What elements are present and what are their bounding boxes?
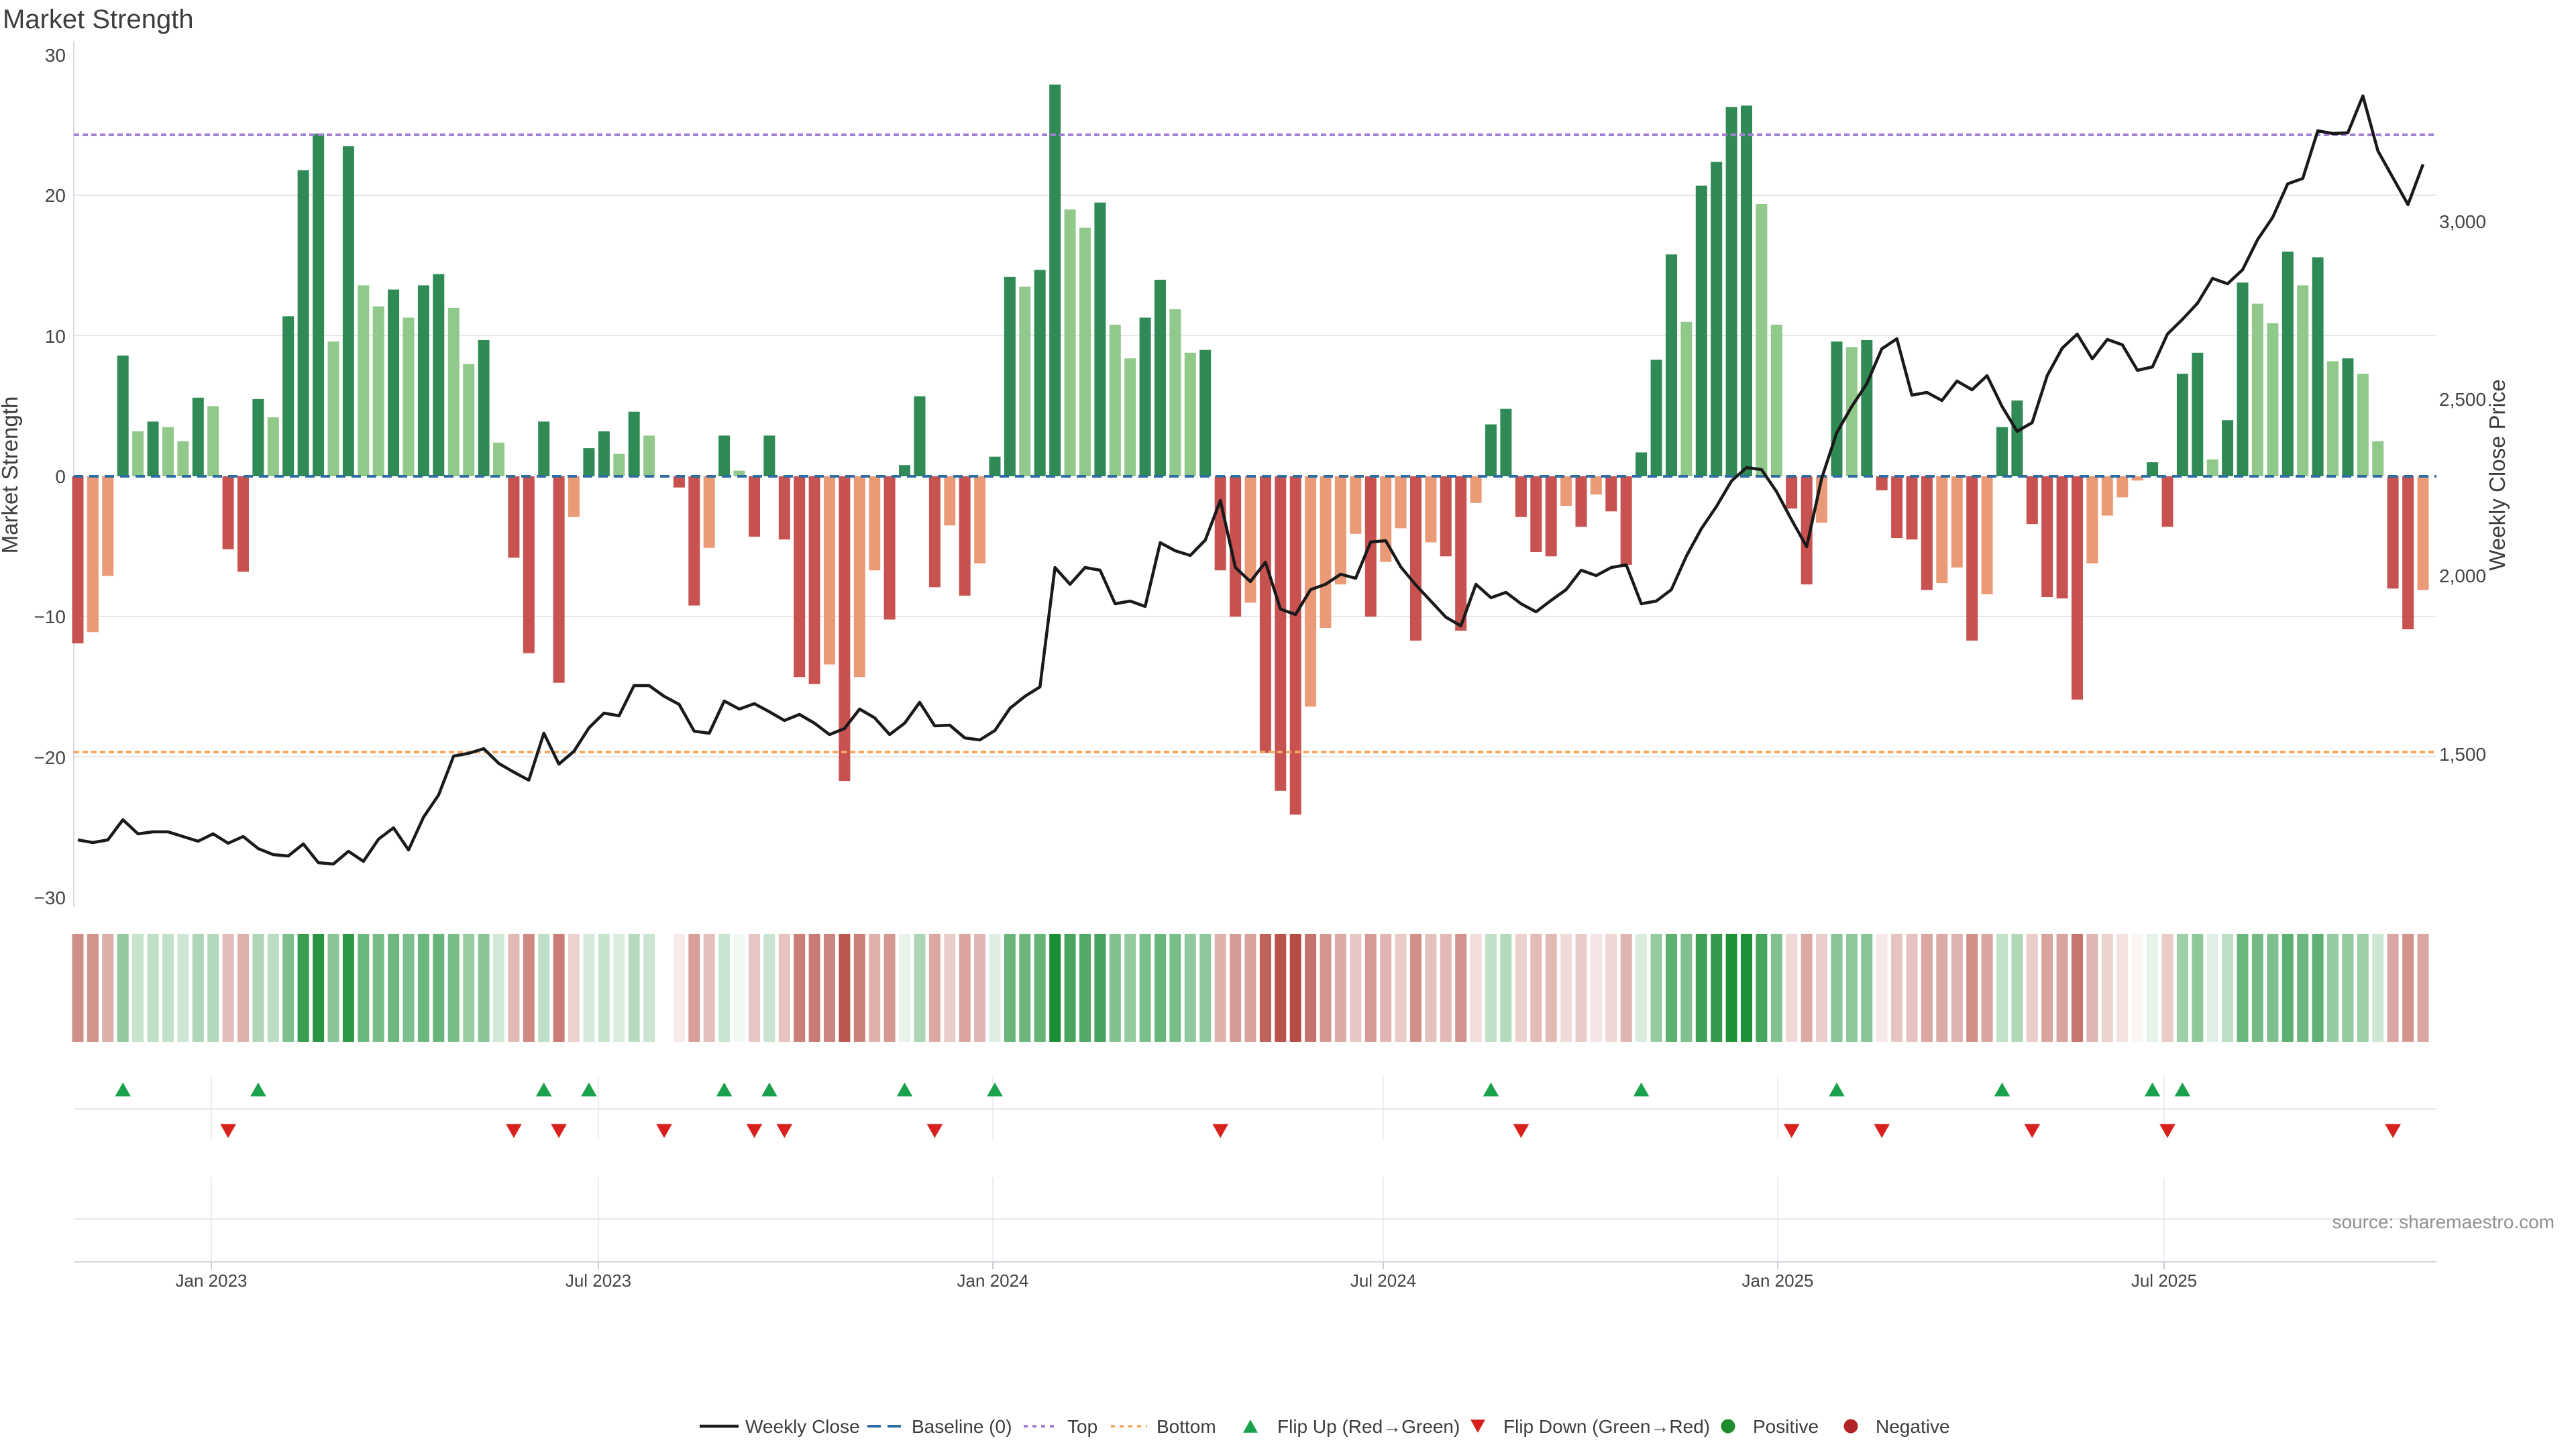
svg-text:source: sharemaestro.com: source: sharemaestro.com bbox=[2332, 1212, 2555, 1232]
svg-text:0: 0 bbox=[55, 466, 66, 487]
svg-text:Weekly Close Price: Weekly Close Price bbox=[2485, 379, 2510, 570]
svg-text:2,500: 2,500 bbox=[2439, 389, 2486, 410]
svg-text:1,500: 1,500 bbox=[2439, 744, 2486, 765]
svg-text:Top: Top bbox=[1067, 1416, 1097, 1437]
svg-text:Flip Down (Green→Red): Flip Down (Green→Red) bbox=[1503, 1416, 1710, 1437]
svg-text:3,000: 3,000 bbox=[2439, 211, 2486, 232]
svg-text:Negative: Negative bbox=[1876, 1416, 1950, 1437]
svg-text:−10: −10 bbox=[34, 606, 66, 627]
svg-text:Market Strength: Market Strength bbox=[3, 5, 194, 34]
svg-text:30: 30 bbox=[45, 45, 66, 66]
svg-text:Jan 2023: Jan 2023 bbox=[176, 1271, 248, 1291]
svg-text:−30: −30 bbox=[34, 888, 66, 908]
svg-text:Jul 2025: Jul 2025 bbox=[2131, 1271, 2197, 1291]
svg-text:Bottom: Bottom bbox=[1157, 1416, 1216, 1437]
svg-text:20: 20 bbox=[45, 185, 66, 206]
svg-text:Jul 2024: Jul 2024 bbox=[1350, 1271, 1416, 1291]
svg-text:Jul 2023: Jul 2023 bbox=[566, 1271, 631, 1291]
svg-text:10: 10 bbox=[45, 326, 66, 347]
svg-text:2,000: 2,000 bbox=[2439, 566, 2486, 586]
svg-text:−20: −20 bbox=[34, 747, 66, 768]
svg-text:Weekly Close: Weekly Close bbox=[745, 1416, 860, 1437]
svg-text:Flip Up (Red→Green): Flip Up (Red→Green) bbox=[1277, 1416, 1460, 1437]
svg-text:Jan 2024: Jan 2024 bbox=[957, 1271, 1029, 1291]
svg-text:Market Strength: Market Strength bbox=[0, 396, 22, 554]
svg-text:Baseline (0): Baseline (0) bbox=[912, 1416, 1012, 1437]
svg-text:Jan 2025: Jan 2025 bbox=[1742, 1271, 1814, 1291]
svg-text:Positive: Positive bbox=[1753, 1416, 1819, 1437]
